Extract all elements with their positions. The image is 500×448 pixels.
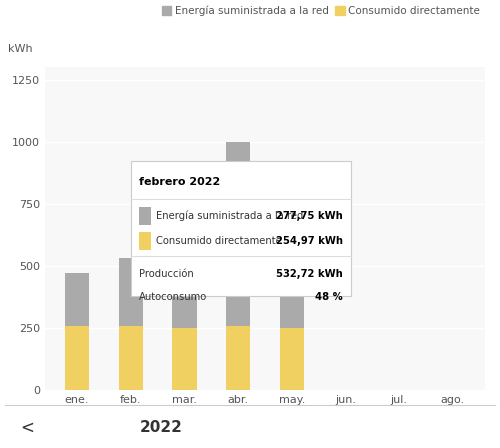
Bar [280,265,304,328]
Bar [118,258,143,327]
Bar [65,327,89,390]
Text: 48 %: 48 % [315,292,343,302]
FancyBboxPatch shape [138,207,151,225]
Bar [226,142,250,327]
Text: Autoconsumo: Autoconsumo [138,292,207,302]
FancyBboxPatch shape [138,232,151,250]
Bar [118,327,143,390]
Bar [65,273,89,327]
Text: kWh: kWh [8,44,32,54]
Text: Producción: Producción [138,269,194,279]
Bar [172,328,197,390]
Text: 532,72 kWh: 532,72 kWh [276,269,343,279]
FancyBboxPatch shape [131,161,351,296]
Bar [172,206,197,328]
Text: <: < [20,419,34,437]
Bar [226,327,250,390]
Text: 254,97 kWh: 254,97 kWh [276,236,343,246]
Text: 277,75 kWh: 277,75 kWh [276,211,343,221]
Text: febrero 2022: febrero 2022 [138,177,220,187]
Legend: Energía suministrada a la red, Consumido directamente: Energía suministrada a la red, Consumido… [158,1,484,20]
Bar [280,328,304,390]
Text: Consumido directamente: Consumido directamente [156,236,282,246]
Text: 2022: 2022 [140,420,183,435]
Text: Energía suministrada a la red: Energía suministrada a la red [156,211,304,221]
